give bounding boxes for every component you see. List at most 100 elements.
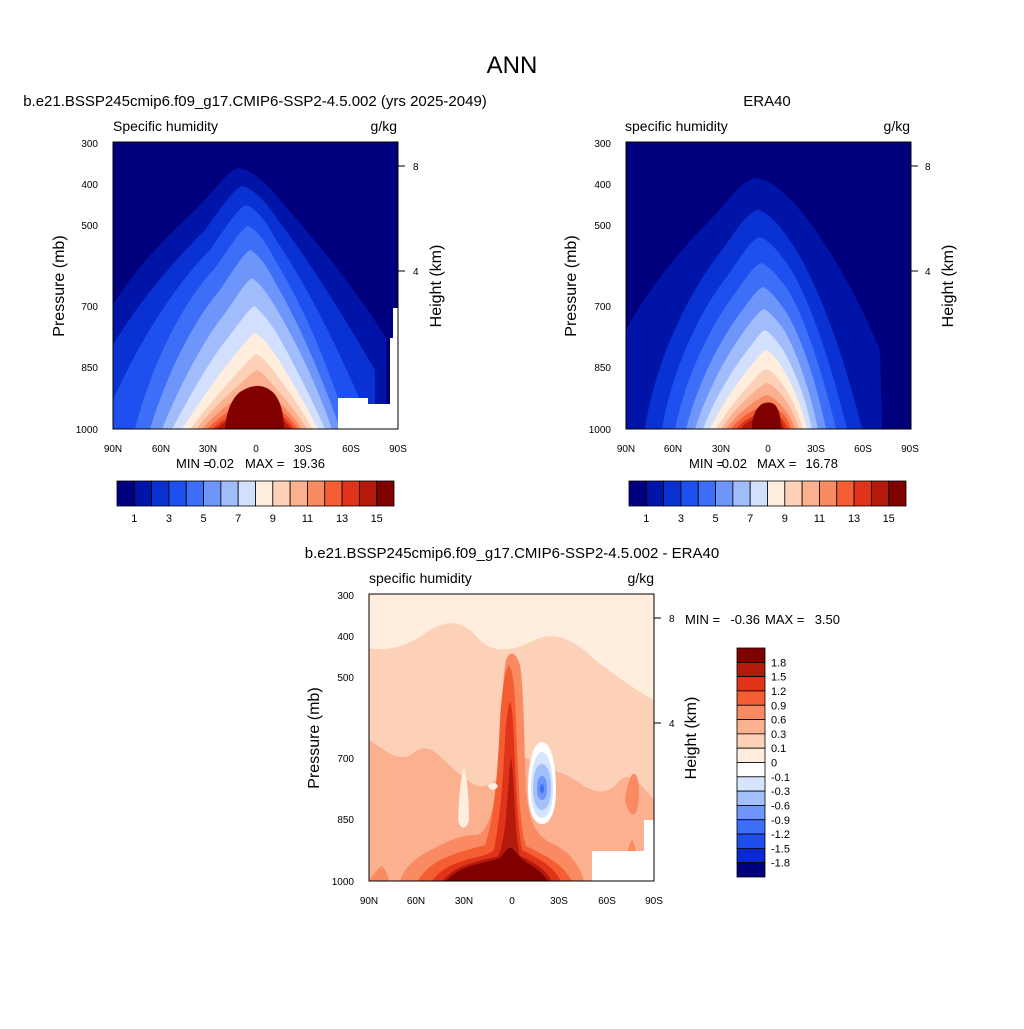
colorbar-box bbox=[736, 690, 766, 706]
y-tick-label: 400 bbox=[594, 180, 611, 191]
min-label: MIN = bbox=[176, 456, 211, 471]
y-tick-label: 500 bbox=[81, 221, 98, 232]
x-tick-label: 60N bbox=[407, 896, 425, 907]
panel-model-title: b.e21.BSSP245cmip6.f09_g17.CMIP6-SSP2-4.… bbox=[23, 93, 487, 110]
contour-level-15 bbox=[225, 386, 284, 429]
panel-model-xaxis: 90N 60N 30N 0 30S 60S 90S bbox=[104, 444, 407, 455]
panel-obs-height-axis: 8 4 Height (km) bbox=[911, 162, 957, 327]
panel-model: b.e21.BSSP245cmip6.f09_g17.CMIP6-SSP2-4.… bbox=[23, 93, 487, 525]
height-tick-label: 4 bbox=[669, 719, 675, 730]
x-tick-label: 90N bbox=[360, 896, 378, 907]
height-axis-label: Height (km) bbox=[428, 245, 445, 328]
diff-contour-1.5 bbox=[442, 758, 552, 881]
panel-model-plot bbox=[112, 141, 399, 430]
colorbar-label: 7 bbox=[747, 513, 753, 525]
y-tick-label: 850 bbox=[594, 363, 611, 374]
panel-diff: b.e21.BSSP245cmip6.f09_g17.CMIP6-SSP2-4.… bbox=[305, 545, 840, 907]
x-tick-label: 30S bbox=[550, 896, 568, 907]
colorbar-box bbox=[736, 776, 766, 792]
panel-diff-yaxis: 300 400 500 700 850 1000 Pressure (mb) bbox=[306, 591, 354, 888]
colorbar-box bbox=[736, 747, 766, 763]
colorbar-box bbox=[767, 480, 786, 507]
colorbar-label: -1.8 bbox=[771, 858, 790, 870]
diff-contour-0.6-west bbox=[369, 866, 389, 881]
colorbar-label: 5 bbox=[201, 513, 207, 525]
x-tick-label: 60N bbox=[664, 444, 682, 455]
x-tick-label: 60S bbox=[854, 444, 872, 455]
y-tick-label: 500 bbox=[594, 221, 611, 232]
x-tick-label: 30S bbox=[294, 444, 312, 455]
panel-model-left-label: Specific humidity bbox=[113, 118, 218, 134]
y-axis-label: Pressure (mb) bbox=[563, 235, 580, 336]
x-tick-label: 0 bbox=[765, 444, 771, 455]
colorbar-box bbox=[289, 480, 308, 507]
y-tick-label: 500 bbox=[337, 673, 354, 684]
colorbar-label: 0 bbox=[771, 758, 777, 770]
colorbar-box bbox=[307, 480, 326, 507]
y-tick-label: 400 bbox=[337, 632, 354, 643]
colorbar-box bbox=[255, 480, 274, 507]
x-tick-label: 0 bbox=[509, 896, 515, 907]
colorbar-box bbox=[358, 480, 378, 507]
colorbar-label: 7 bbox=[235, 513, 241, 525]
height-axis-label: Height (km) bbox=[683, 697, 700, 780]
colorbar-box bbox=[732, 480, 751, 507]
colorbar-box bbox=[736, 762, 766, 778]
colorbar-box bbox=[736, 819, 766, 835]
panel-diff-minmax: MIN = -0.36 MAX = 3.50 bbox=[685, 612, 840, 627]
min-value: 0.02 bbox=[209, 456, 234, 471]
max-value: 19.36 bbox=[292, 456, 325, 471]
panel-diff-plot bbox=[368, 593, 655, 882]
x-tick-label: 30N bbox=[199, 444, 217, 455]
colorbar-box bbox=[836, 480, 855, 507]
colorbar-label: -0.6 bbox=[771, 800, 790, 812]
y-tick-label: 300 bbox=[337, 591, 354, 602]
min-value: -0.36 bbox=[730, 612, 760, 627]
diff-contour-1.2 bbox=[432, 702, 561, 881]
colorbar-box bbox=[628, 480, 647, 507]
diff-contour-0.1-blob bbox=[488, 783, 498, 790]
y-tick-label: 850 bbox=[337, 815, 354, 826]
min-label: MIN = bbox=[689, 456, 724, 471]
colorbar-label: 11 bbox=[814, 513, 825, 525]
y-tick-label: 700 bbox=[594, 302, 611, 313]
colorbar-label: 1.8 bbox=[771, 657, 786, 669]
colorbar-box bbox=[736, 676, 766, 692]
colorbar-label: 13 bbox=[848, 513, 860, 525]
panel-obs: ERA40 specific humidity g/kg 300 400 5 bbox=[563, 93, 957, 525]
colorbar-box bbox=[801, 480, 820, 507]
panel-obs-xaxis: 90N 60N 30N 0 30S 60S 90S bbox=[617, 444, 919, 455]
colorbar-box bbox=[736, 805, 766, 821]
max-label: MAX = bbox=[765, 612, 804, 627]
colorbar-box bbox=[736, 790, 766, 806]
colorbar-box bbox=[870, 480, 890, 507]
x-tick-label: 60S bbox=[342, 444, 360, 455]
y-tick-label: 400 bbox=[81, 180, 98, 191]
colorbar-box bbox=[736, 862, 766, 878]
panel-model-frame bbox=[112, 141, 399, 430]
colorbar-label: 3 bbox=[166, 513, 172, 525]
colorbar-label: 15 bbox=[371, 513, 383, 525]
colorbar-label: 0.6 bbox=[771, 715, 786, 727]
panel-obs-colorbar: 1 3 5 7 9 11 13 15 bbox=[628, 480, 907, 525]
height-tick-label: 4 bbox=[413, 267, 419, 278]
y-tick-label: 1000 bbox=[589, 425, 612, 436]
colorbar-box bbox=[819, 480, 838, 507]
panel-model-yaxis: 300 400 500 700 850 1000 Pressure (mb) bbox=[51, 139, 98, 436]
diff-contour-neg-0.9 bbox=[540, 784, 544, 793]
colorbar-box bbox=[645, 480, 665, 507]
colorbar-box bbox=[168, 480, 187, 507]
colorbar-box bbox=[736, 719, 766, 735]
panel-model-minmax: MIN = 0.02 MAX = 19.36 bbox=[176, 456, 325, 471]
colorbar-label: -0.3 bbox=[771, 786, 790, 798]
max-value: 3.50 bbox=[815, 612, 840, 627]
max-value: 16.78 bbox=[805, 456, 838, 471]
colorbar-box bbox=[736, 847, 766, 864]
colorbar-label: -1.2 bbox=[771, 829, 790, 841]
colorbar-label: 0.1 bbox=[771, 743, 786, 755]
colorbar-label: 9 bbox=[270, 513, 276, 525]
colorbar-label: -0.1 bbox=[771, 772, 790, 784]
colorbar-label: -1.5 bbox=[771, 843, 790, 855]
panel-model-height-axis: 8 4 Height (km) bbox=[398, 162, 445, 327]
colorbar-box bbox=[203, 480, 222, 507]
